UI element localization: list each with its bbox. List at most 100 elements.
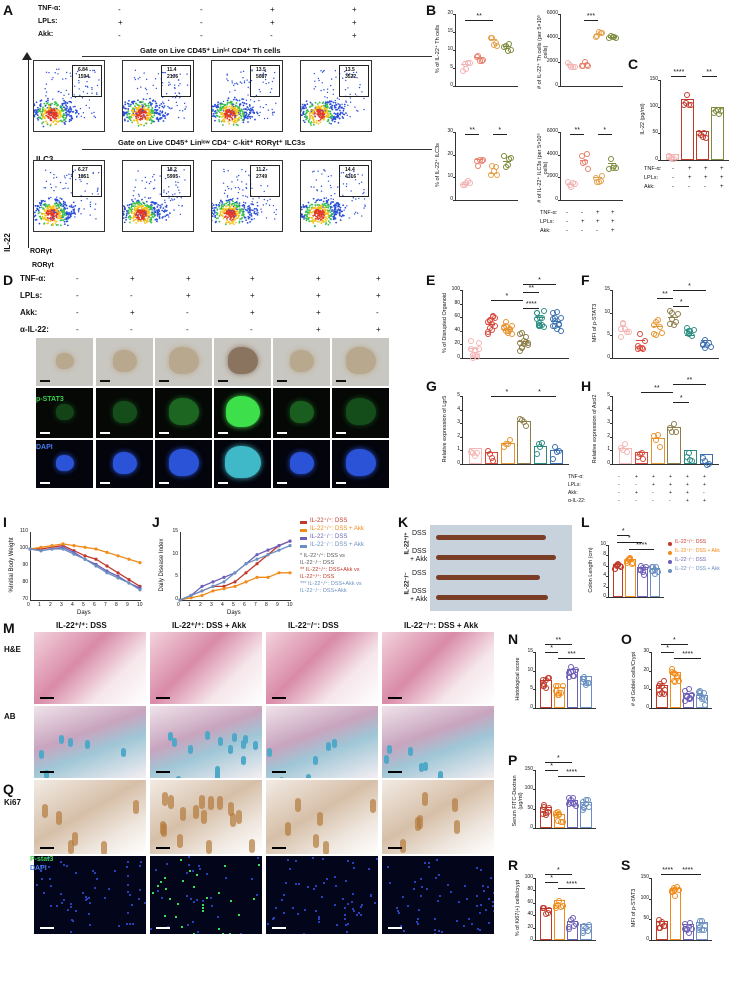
chart-point xyxy=(705,460,712,467)
chart-ytick-mark xyxy=(533,902,535,904)
goblet-cell xyxy=(121,747,127,757)
series-point xyxy=(116,571,120,575)
panel-c-sign: - xyxy=(704,184,706,190)
ki67-crypt xyxy=(72,831,79,846)
fluor-speck xyxy=(291,907,294,910)
sig-stars: * xyxy=(505,389,509,396)
fluor-speck xyxy=(223,865,226,868)
ki67-crypt xyxy=(294,798,301,813)
fluor-speck xyxy=(412,888,415,891)
series-point xyxy=(222,584,226,588)
fluor-speck xyxy=(468,918,471,921)
series-point xyxy=(83,557,87,561)
panel-h-sign: + xyxy=(703,482,706,488)
fluor-speck xyxy=(486,886,489,889)
facs-gate xyxy=(250,165,280,197)
goblet-cell xyxy=(43,769,49,778)
panel-h-sign: - xyxy=(618,482,620,488)
series-point xyxy=(255,557,259,561)
facs-density xyxy=(212,69,277,127)
fluor-speck xyxy=(493,909,494,912)
facs-ilc3-plot: 18.2 5995 xyxy=(122,160,194,232)
chart-point xyxy=(484,329,491,336)
panel-d-sign: + xyxy=(130,274,135,283)
organoid-brightfield xyxy=(155,338,212,386)
chart-axes xyxy=(180,532,291,601)
chart-ytick: 0 xyxy=(530,824,533,830)
chart-ytick-mark xyxy=(460,464,462,465)
chart-ytick-mark xyxy=(649,878,651,879)
scale-bar xyxy=(336,380,346,382)
fluor-speck xyxy=(314,910,317,913)
chart-ytick: 0 xyxy=(607,354,610,360)
chart-point xyxy=(543,676,549,683)
chart-ylabel: MFI of p-STAT3 xyxy=(592,303,598,343)
series-point xyxy=(244,562,248,566)
chart-point xyxy=(685,450,692,457)
panel-r-letter: R xyxy=(508,857,519,873)
fluor-speck xyxy=(55,905,58,908)
sig-bracket xyxy=(584,20,598,21)
chart-point xyxy=(583,801,589,808)
chart-ytick-mark xyxy=(460,330,462,332)
panel-a-frame xyxy=(28,58,421,248)
fluor-speck xyxy=(126,861,129,864)
panel-b-row-label: LPLs: xyxy=(540,219,555,225)
fluor-speck xyxy=(210,904,213,907)
chart-xtick: 4 xyxy=(71,602,74,608)
chart-ytick: 60 xyxy=(454,313,460,320)
series-point xyxy=(233,580,237,584)
fluor-speck xyxy=(438,930,441,933)
chart-point xyxy=(656,444,663,451)
chart-ytick-mark xyxy=(610,450,612,452)
fluor-speck xyxy=(399,925,402,927)
histology-he xyxy=(266,632,378,704)
fluor-speck xyxy=(89,902,92,905)
chart-ytick-mark xyxy=(558,62,560,63)
chart-ytick: 30 xyxy=(447,128,453,134)
panel-c-row-label: TNF-α: xyxy=(644,166,662,172)
chart-point xyxy=(672,893,679,900)
panel-c-sign: - xyxy=(672,184,674,190)
chart-mean-line xyxy=(502,161,511,163)
series-point xyxy=(222,587,226,591)
chart-ytick-mark xyxy=(533,789,535,791)
chart-ytick-mark xyxy=(649,670,651,672)
facs-density xyxy=(34,68,100,128)
sig-bracket xyxy=(629,549,654,550)
legend-label: IL-22⁻/⁻: DSS + Akk xyxy=(675,566,720,572)
ki67-crypt xyxy=(228,802,235,817)
chart-ytick: 0 xyxy=(450,196,453,202)
fluor-speck xyxy=(126,912,129,915)
histology-ki67 xyxy=(34,780,146,854)
fluor-speck xyxy=(284,882,287,885)
panel-d-sign: + xyxy=(316,308,321,317)
chart-ytick-mark xyxy=(610,409,612,411)
chart-ytick-mark xyxy=(453,14,455,15)
histology-ab xyxy=(382,706,494,778)
fluor-speck xyxy=(151,891,154,894)
fluor-speck xyxy=(155,868,158,871)
chart-xtick: 2 xyxy=(49,602,52,608)
sig-stars: **** xyxy=(525,301,537,308)
sig-stars: **** xyxy=(682,651,694,658)
fluor-speck xyxy=(159,881,162,884)
fluor-speck xyxy=(355,914,358,917)
panel-b-sign: - xyxy=(566,228,568,234)
series-point xyxy=(50,547,54,551)
ki67-crypt xyxy=(317,812,324,827)
fluor-speck xyxy=(252,897,255,900)
fluor-speck xyxy=(480,904,483,907)
fluor-speck xyxy=(127,891,130,894)
panel-a-xlabel: RORγt xyxy=(30,248,52,255)
chart-point xyxy=(466,59,473,66)
panel-m-ab-label: AB xyxy=(4,712,16,721)
chart-point xyxy=(494,42,501,49)
chart-point xyxy=(707,343,714,350)
chart-point xyxy=(659,919,665,926)
chart-point xyxy=(539,314,546,321)
fluor-speck xyxy=(69,931,72,934)
chart-ylabel: # of Goblet cells/Crypt xyxy=(631,651,637,707)
goblet-cell xyxy=(240,756,246,766)
sig-stars: * xyxy=(688,283,691,290)
